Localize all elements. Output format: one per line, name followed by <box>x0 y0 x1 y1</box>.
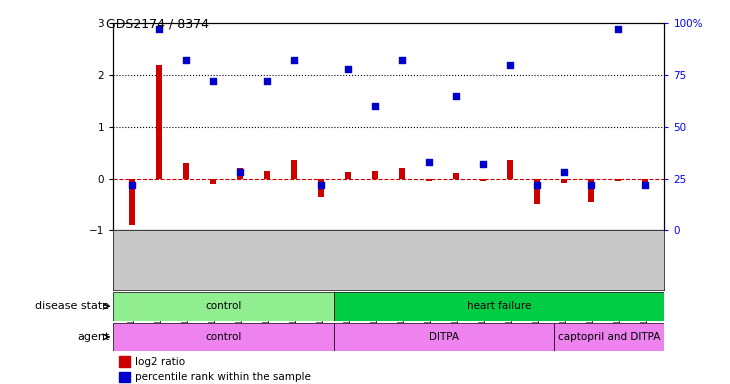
Text: control: control <box>205 301 242 311</box>
Text: agent: agent <box>77 332 110 342</box>
Text: heart failure: heart failure <box>466 301 531 311</box>
Bar <box>113 292 334 321</box>
Bar <box>119 372 130 382</box>
Bar <box>318 179 324 197</box>
Bar <box>399 168 405 179</box>
Point <box>288 57 300 63</box>
Point <box>585 182 597 188</box>
Point <box>639 182 651 188</box>
Point <box>477 161 489 167</box>
Point <box>234 169 246 175</box>
Bar <box>642 179 648 189</box>
Point <box>126 182 138 188</box>
Bar <box>237 168 243 179</box>
Point <box>153 26 165 32</box>
Text: disease state: disease state <box>35 301 110 311</box>
Bar <box>113 323 334 351</box>
Text: DITPA: DITPA <box>429 332 459 342</box>
Bar <box>210 179 216 184</box>
Point <box>261 78 273 84</box>
Bar <box>129 179 135 225</box>
Point <box>612 26 624 32</box>
Point <box>396 57 408 63</box>
Bar <box>561 179 567 183</box>
Point <box>180 57 192 63</box>
Bar <box>588 179 594 202</box>
Bar <box>156 65 162 179</box>
Point <box>207 78 219 84</box>
Bar <box>334 323 554 351</box>
Text: captopril and DITPA: captopril and DITPA <box>558 332 661 342</box>
Bar <box>264 171 270 179</box>
Point <box>342 66 354 72</box>
Bar <box>426 179 432 181</box>
Point <box>315 182 327 188</box>
Bar <box>480 179 486 181</box>
Point <box>558 169 570 175</box>
Bar <box>291 161 297 179</box>
Bar <box>345 172 351 179</box>
Text: log2 ratio: log2 ratio <box>135 357 185 367</box>
Point <box>450 93 462 99</box>
Bar <box>183 163 189 179</box>
Bar <box>334 292 664 321</box>
Text: percentile rank within the sample: percentile rank within the sample <box>135 372 311 382</box>
Bar <box>615 179 621 181</box>
Bar <box>119 356 130 367</box>
Text: GDS2174 / 8374: GDS2174 / 8374 <box>106 17 209 30</box>
Bar <box>372 171 378 179</box>
Bar <box>534 179 540 204</box>
Point <box>369 103 381 109</box>
Bar <box>507 161 513 179</box>
Point <box>423 159 435 165</box>
Text: control: control <box>205 332 242 342</box>
Bar <box>554 323 664 351</box>
Point <box>531 182 543 188</box>
Bar <box>453 174 459 179</box>
Point <box>504 61 516 68</box>
